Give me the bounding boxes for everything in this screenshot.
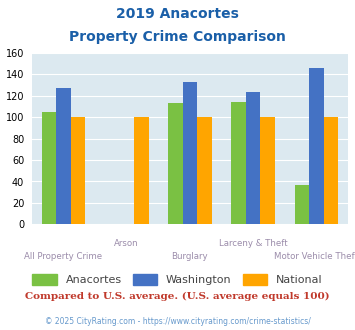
Bar [309,68,323,224]
Text: Property Crime Comparison: Property Crime Comparison [69,30,286,44]
Text: Compared to U.S. average. (U.S. average equals 100): Compared to U.S. average. (U.S. average … [25,292,330,301]
Text: Motor Vehicle Theft: Motor Vehicle Theft [274,252,355,261]
Text: Larceny & Theft: Larceny & Theft [219,239,288,248]
Bar [56,88,71,224]
Text: © 2025 CityRating.com - https://www.cityrating.com/crime-statistics/: © 2025 CityRating.com - https://www.city… [45,317,310,326]
Bar [134,117,148,224]
Text: Arson: Arson [114,239,139,248]
Legend: Anacortes, Washington, National: Anacortes, Washington, National [28,270,327,289]
Bar [71,117,85,224]
Bar [323,117,338,224]
Bar [197,117,212,224]
Text: 2019 Anacortes: 2019 Anacortes [116,7,239,20]
Text: All Property Crime: All Property Crime [24,252,103,261]
Bar [168,103,183,224]
Bar [42,112,56,224]
Bar [183,82,197,224]
Bar [231,102,246,224]
Text: Burglary: Burglary [171,252,208,261]
Bar [246,92,260,224]
Bar [260,117,275,224]
Bar [295,185,309,224]
